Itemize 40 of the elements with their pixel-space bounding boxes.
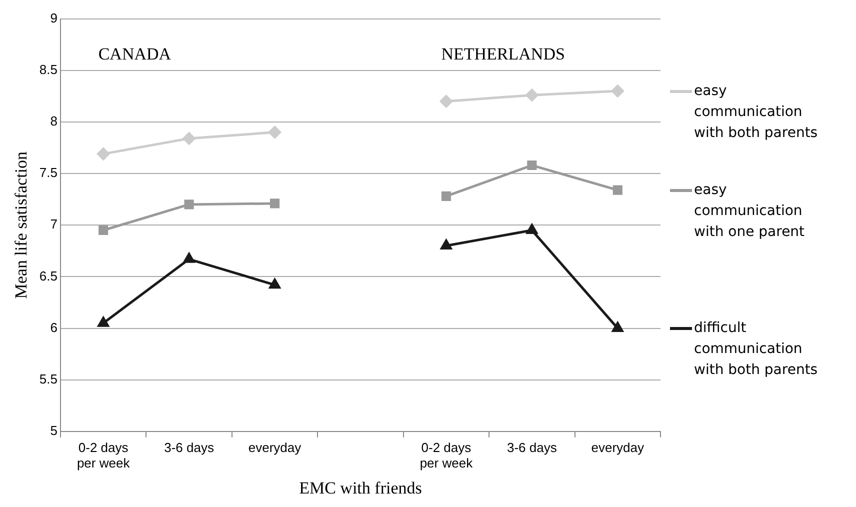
point — [183, 252, 195, 263]
point — [98, 225, 108, 236]
point — [440, 239, 452, 250]
y-tick-label: 5.5 — [39, 371, 58, 386]
y-tick-label: 6 — [50, 320, 58, 335]
point — [611, 84, 624, 98]
point — [526, 224, 538, 234]
point — [527, 160, 537, 170]
point — [441, 191, 451, 202]
legend-label: difficult communication with both parents — [694, 319, 819, 380]
y-tick-label: 5 — [50, 422, 58, 438]
point — [268, 126, 282, 139]
annotation: NETHERLANDS — [441, 44, 565, 64]
y-tick-label: 6.5 — [39, 268, 58, 284]
point — [270, 198, 280, 208]
annotation: CANADA — [98, 44, 172, 64]
point — [98, 316, 109, 327]
x-tick-label: 0-2 days per week — [76, 440, 130, 470]
legend-label: easy communication with one parent — [694, 181, 806, 242]
x-tick-label: everyday — [591, 440, 645, 455]
x-tick-label: 3-6 days — [506, 440, 558, 455]
x-tick-label: 0-2 days per week — [420, 440, 474, 470]
point — [182, 132, 196, 145]
x-axis-title: EMC with friends — [299, 478, 422, 498]
point — [612, 185, 622, 195]
y-tick-label: 9 — [50, 10, 58, 26]
point — [269, 278, 280, 289]
point — [526, 88, 538, 102]
y-tick-label: 7 — [50, 216, 58, 232]
y-tick-label: 7.5 — [39, 165, 58, 180]
x-tick-label: everyday — [248, 440, 302, 455]
y-tick-label: 8 — [50, 114, 58, 129]
point — [184, 200, 194, 210]
point — [97, 148, 110, 160]
point — [612, 322, 624, 332]
x-tick-label: 3-6 days — [164, 440, 214, 455]
point — [440, 95, 452, 108]
legend-label: easy communication with both parents — [694, 82, 819, 143]
y-axis-title: Mean life satisfaction — [12, 150, 31, 299]
y-tick-label: 8.5 — [39, 62, 58, 77]
